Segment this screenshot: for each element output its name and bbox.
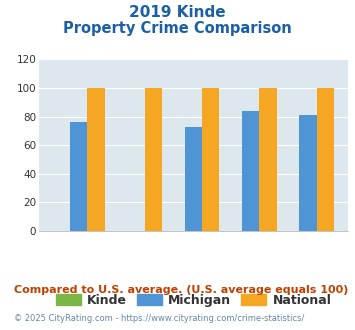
Text: 2019 Kinde: 2019 Kinde [129, 5, 226, 20]
Text: © 2025 CityRating.com - https://www.cityrating.com/crime-statistics/: © 2025 CityRating.com - https://www.city… [14, 314, 305, 323]
Bar [242, 111, 260, 231]
Bar [70, 122, 87, 231]
Text: Property Crime Comparison: Property Crime Comparison [63, 21, 292, 36]
Bar [202, 88, 219, 231]
Bar [300, 115, 317, 231]
Bar [260, 88, 277, 231]
Bar [145, 88, 162, 231]
Legend: Kinde, Michigan, National: Kinde, Michigan, National [51, 289, 336, 312]
Bar [87, 88, 105, 231]
Bar [185, 127, 202, 231]
Text: Compared to U.S. average. (U.S. average equals 100): Compared to U.S. average. (U.S. average … [14, 285, 349, 295]
Bar [317, 88, 334, 231]
